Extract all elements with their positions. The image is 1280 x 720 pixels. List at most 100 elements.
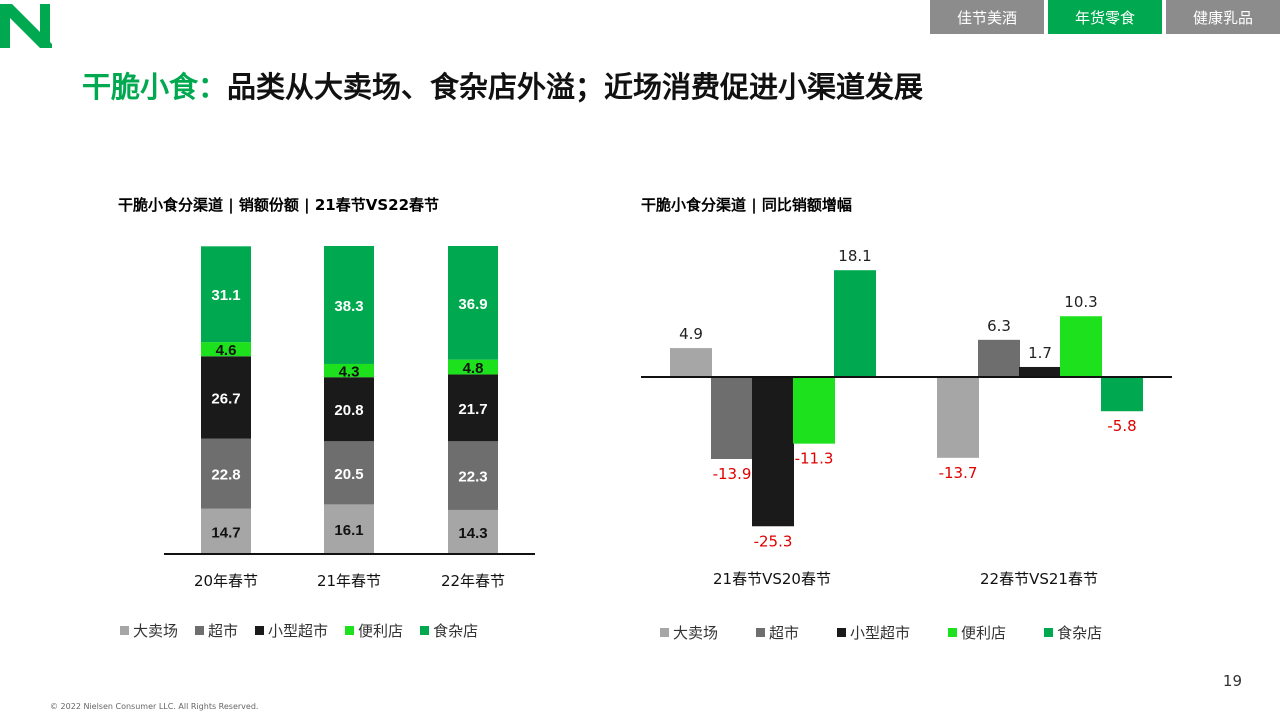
left-chart-legend: 大卖场 超市 小型超市 便利店 食杂店 (120, 620, 495, 641)
stacked-bar-label-convenience-1: 4.6 (216, 342, 237, 359)
stacked-bar-supermarket-2 (324, 441, 374, 505)
right-chart-title: 干脆小食分渠道 | 同比销额增幅 (641, 196, 852, 214)
stacked-bar-supermarket-3 (448, 441, 498, 510)
left-legend-swatch-mini-supermarket (255, 626, 265, 635)
stacked-bar-hypermarket-2 (324, 504, 374, 554)
stacked-bar-label-grocery-3: 36.9 (458, 296, 487, 313)
left-legend-convenience: 便利店 (345, 620, 403, 641)
left-legend-swatch-hypermarket (120, 626, 129, 635)
stacked-bar-mini-supermarket-2 (324, 377, 374, 442)
right-legend-grocery: 食杂店 (1044, 622, 1102, 643)
stacked-bar-label-mini-supermarket-3: 21.7 (458, 401, 487, 418)
x-tick-label-left-2: 21年春节 (317, 572, 381, 590)
growth-bar-label-mini-supermarket-2: 1.7 (1028, 344, 1052, 362)
growth-bar-grocery-2 (1101, 377, 1143, 412)
right-legend-supermarket: 超市 (756, 622, 799, 643)
x-tick-label-left-1: 20年春节 (194, 572, 258, 590)
left-chart-title: 干脆小食分渠道 | 销额份额 | 21春节VS22春节 (118, 196, 440, 214)
stacked-bar-grocery-2 (324, 246, 374, 364)
tab-festive-liquor[interactable]: 佳节美酒 (930, 0, 1044, 34)
stacked-bar-label-supermarket-3: 22.3 (458, 469, 487, 486)
left-legend-label-hypermarket: 大卖场 (133, 622, 179, 640)
page-number: 19 (1222, 672, 1242, 690)
growth-bar-convenience-1 (793, 377, 835, 444)
right-legend-label-hypermarket: 大卖场 (673, 624, 719, 642)
stacked-bar-grocery-3 (448, 246, 498, 360)
stacked-bar-label-supermarket-1: 22.8 (211, 467, 240, 484)
left-legend-label-grocery: 食杂店 (433, 622, 479, 640)
growth-bar-label-hypermarket-1: 4.9 (679, 325, 703, 343)
stacked-bar-hypermarket-1 (201, 508, 251, 554)
growth-bar-label-mini-supermarket-1: -25.3 (754, 532, 793, 550)
right-legend-label-supermarket: 超市 (769, 624, 800, 642)
stacked-bar-label-hypermarket-1: 14.7 (211, 524, 240, 541)
stacked-bar-grocery-1 (201, 246, 251, 343)
left-legend-swatch-convenience (345, 626, 355, 635)
stacked-bar-label-convenience-3: 4.8 (463, 360, 484, 377)
stacked-bar-label-hypermarket-3: 14.3 (458, 525, 487, 542)
copyright-footer: © 2022 Nielsen Consumer LLC. All Rights … (50, 702, 259, 711)
left-legend-label-convenience: 便利店 (358, 622, 404, 640)
growth-bar-label-hypermarket-2: -13.7 (939, 464, 978, 482)
right-legend-label-grocery: 食杂店 (1057, 624, 1103, 642)
growth-bar-label-grocery-2: -5.8 (1107, 417, 1136, 435)
growth-bar-label-convenience-1: -11.3 (795, 450, 834, 468)
right-legend-swatch-mini-supermarket (837, 628, 847, 637)
right-legend-mini-supermarket: 小型超市 (837, 622, 910, 643)
x-tick-label-right-1: 21春节VS20春节 (713, 570, 831, 588)
left-legend-label-mini-supermarket: 小型超市 (268, 622, 329, 640)
growth-bar-mini-supermarket-1 (752, 377, 794, 527)
brand-logo-icon (0, 4, 52, 48)
right-legend-swatch-supermarket (756, 628, 766, 637)
stacked-bar-convenience-3 (448, 359, 498, 375)
stacked-bar-mini-supermarket-3 (448, 374, 498, 442)
growth-bar-hypermarket-1 (670, 348, 712, 377)
growth-bar-supermarket-1 (711, 377, 753, 460)
left-legend-supermarket: 超市 (195, 620, 238, 641)
left-legend-mini-supermarket: 小型超市 (255, 620, 328, 641)
growth-bar-convenience-2 (1060, 316, 1102, 377)
stacked-bar-label-convenience-2: 4.3 (339, 364, 360, 381)
growth-bar-grocery-1 (834, 270, 876, 377)
stacked-bar-label-hypermarket-2: 16.1 (334, 522, 363, 539)
growth-bar-label-grocery-1: 18.1 (838, 247, 871, 265)
right-legend-swatch-grocery (1044, 628, 1054, 637)
stacked-bar-convenience-1 (201, 342, 251, 357)
page-title: 干脆小食：品类从大卖场、食杂店外溢；近场消费促进小渠道发展 (82, 64, 923, 106)
left-legend-grocery: 食杂店 (420, 620, 478, 641)
stacked-bar-label-mini-supermarket-2: 20.8 (334, 402, 363, 419)
page-title-rest: 品类从大卖场、食杂店外溢；近场消费促进小渠道发展 (227, 70, 924, 104)
right-legend-swatch-convenience (948, 628, 958, 637)
left-legend-hypermarket: 大卖场 (120, 620, 178, 641)
right-legend-swatch-hypermarket (660, 628, 669, 637)
page-title-lead: 干脆小食： (82, 70, 228, 104)
stacked-bar-supermarket-1 (201, 438, 251, 509)
growth-bar-label-convenience-2: 10.3 (1064, 293, 1097, 311)
stacked-bar-mini-supermarket-1 (201, 356, 251, 439)
stacked-bar-hypermarket-3 (448, 509, 498, 554)
growth-bar-mini-supermarket-2 (1019, 366, 1061, 377)
growth-bar-hypermarket-2 (937, 377, 979, 458)
left-legend-swatch-grocery (420, 626, 430, 635)
x-tick-label-right-2: 22春节VS21春节 (980, 570, 1098, 588)
x-tick-label-left-3: 22年春节 (441, 572, 505, 590)
growth-bar-label-supermarket-1: -13.9 (713, 465, 752, 483)
section-tabs: 佳节美酒 年货零食 健康乳品 (930, 0, 1280, 34)
right-legend-label-convenience: 便利店 (961, 624, 1007, 642)
growth-bar-label-supermarket-2: 6.3 (987, 317, 1011, 335)
left-legend-swatch-supermarket (195, 626, 205, 635)
right-legend-hypermarket: 大卖场 (660, 622, 718, 643)
left-legend-label-supermarket: 超市 (208, 622, 239, 640)
stacked-bar-label-grocery-1: 31.1 (211, 287, 240, 304)
tab-healthy-dairy[interactable]: 健康乳品 (1166, 0, 1280, 34)
stacked-bar-convenience-2 (324, 363, 374, 378)
tab-new-year-snacks[interactable]: 年货零食 (1048, 0, 1162, 34)
growth-bar-supermarket-2 (978, 339, 1020, 377)
right-legend-convenience: 便利店 (948, 622, 1006, 643)
stacked-bar-label-grocery-2: 38.3 (334, 298, 363, 315)
right-chart-legend: 大卖场 超市 小型超市 便利店 食杂店 (660, 622, 1140, 643)
stacked-bar-label-mini-supermarket-1: 26.7 (211, 390, 240, 407)
stacked-bar-label-supermarket-2: 20.5 (334, 466, 363, 483)
right-legend-label-mini-supermarket: 小型超市 (850, 624, 911, 642)
